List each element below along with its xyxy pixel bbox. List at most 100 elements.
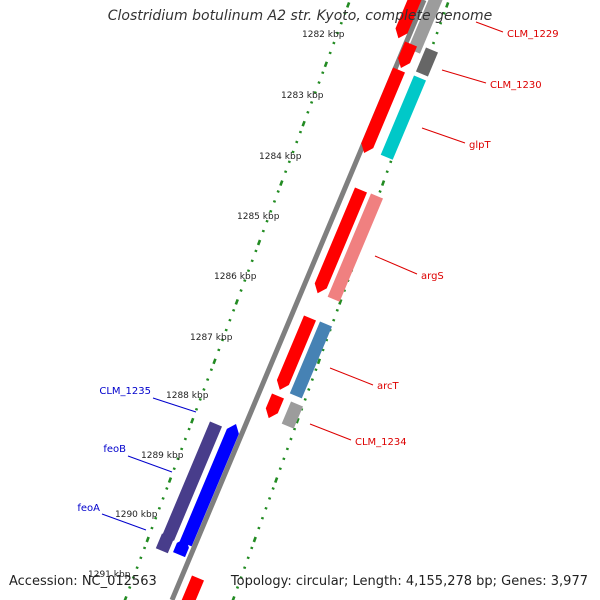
feature-track-tick <box>289 437 293 441</box>
gene-label: arcT <box>377 381 400 392</box>
feature-track-tick <box>285 447 289 451</box>
scale-tick <box>167 477 173 484</box>
feature-track-tick <box>260 516 265 520</box>
feature-track-tick <box>267 496 272 500</box>
scale-label: 1288 kbp <box>166 391 209 401</box>
scale-tick <box>250 259 254 263</box>
gene-arrow <box>161 421 222 541</box>
scale-tick <box>279 180 284 187</box>
gene-leader-line <box>421 127 466 144</box>
scale-tick <box>254 249 258 253</box>
feature-track-tick <box>235 586 240 589</box>
scale-tick <box>346 1 351 8</box>
map-title: Clostridium botulinum A2 str. Kyoto, com… <box>107 8 493 24</box>
scale-tick <box>287 160 291 164</box>
feature-track-tick <box>231 595 236 600</box>
gene-arrow <box>276 315 316 390</box>
feature-track-tick <box>243 566 247 570</box>
scale-tick <box>291 150 295 154</box>
gene-leader-line <box>101 513 147 531</box>
scale-tick <box>243 279 247 283</box>
gene-label: argS <box>421 271 444 282</box>
feature-track-tick <box>282 457 286 461</box>
scale-tick <box>202 388 206 391</box>
feature-track-tick <box>278 467 282 471</box>
scale-tick <box>265 219 269 223</box>
scale-label: 1291 kbp <box>88 570 131 580</box>
feature-track-tick <box>385 170 389 174</box>
scale-tick <box>328 51 332 55</box>
gene-label: glpT <box>469 140 491 151</box>
feature-track-tick <box>431 41 436 45</box>
scale-label: 1289 kbp <box>141 451 184 461</box>
scale-tick <box>272 199 277 203</box>
gene-arrow <box>415 47 438 77</box>
scale-tick <box>165 487 169 490</box>
scale-tick <box>142 546 147 550</box>
scale-tick <box>310 100 314 104</box>
gene-label: feoB <box>103 444 126 455</box>
gene-label: CLM_1235 <box>99 386 151 397</box>
feature-track-tick <box>310 378 314 382</box>
gene-arrow <box>314 187 367 294</box>
gene-arrow <box>380 75 426 160</box>
scale-tick <box>321 71 325 75</box>
scale-label: 1285 kbp <box>237 212 280 222</box>
feature-track-tick <box>325 338 329 342</box>
scale-tick <box>161 496 165 500</box>
feature-track-tick <box>292 427 297 431</box>
gene-arrow <box>155 533 174 554</box>
scale-tick <box>220 338 225 342</box>
feature-track-tick <box>442 11 446 15</box>
feature-track-tick <box>316 358 322 365</box>
scale-tick <box>212 358 217 365</box>
scale-tick <box>172 467 176 471</box>
scale-label: 1283 kbp <box>281 91 324 101</box>
gene-leader-line <box>152 397 197 413</box>
scale-tick <box>306 110 310 114</box>
feature-track-tick <box>239 576 243 580</box>
feature-track-tick <box>335 308 339 312</box>
gene-leader-line <box>441 69 487 84</box>
gene-arrow <box>179 424 239 547</box>
gene-arrow <box>395 0 422 39</box>
scale-tick <box>217 348 221 352</box>
scale-label: 1287 kbp <box>190 333 233 343</box>
gene-leader-line <box>309 423 352 441</box>
scale-tick <box>154 516 158 520</box>
feature-track-tick <box>303 397 307 401</box>
scale-tick <box>187 427 191 431</box>
topology-text: Topology: circular; Length: 4,155,278 bp… <box>230 574 588 589</box>
feature-track-tick <box>332 318 336 322</box>
scale-tick <box>128 586 132 589</box>
feature-track-tick <box>439 21 443 25</box>
scale-tick <box>209 368 213 372</box>
gene-arrow <box>361 67 405 153</box>
scale-tick <box>198 397 202 401</box>
feature-track-tick <box>338 298 343 305</box>
feature-track-tick <box>435 31 439 35</box>
scale-tick <box>276 190 280 193</box>
gene-arrow <box>407 0 443 54</box>
scale-tick <box>343 11 347 15</box>
scale-tick <box>339 21 343 25</box>
scale-label: 1282 kbp <box>302 30 345 40</box>
scale-tick <box>301 120 306 127</box>
scale-tick <box>157 506 161 510</box>
scale-label: 1290 kbp <box>115 510 158 520</box>
scale-tick <box>190 417 195 424</box>
scale-tick <box>234 298 239 305</box>
gene-leader-line <box>374 255 418 275</box>
scale-tick <box>206 378 210 382</box>
scale-tick <box>332 41 336 45</box>
feature-track-tick <box>445 1 450 8</box>
scale-tick <box>194 407 199 411</box>
feature-track-tick <box>307 388 311 391</box>
gene-label: feoA <box>77 503 100 514</box>
gene-label: CLM_1230 <box>490 80 542 91</box>
scale-tick <box>131 576 135 580</box>
gene-leader-line <box>329 367 374 386</box>
feature-track-tick <box>314 368 318 372</box>
feature-track-tick <box>389 160 393 164</box>
